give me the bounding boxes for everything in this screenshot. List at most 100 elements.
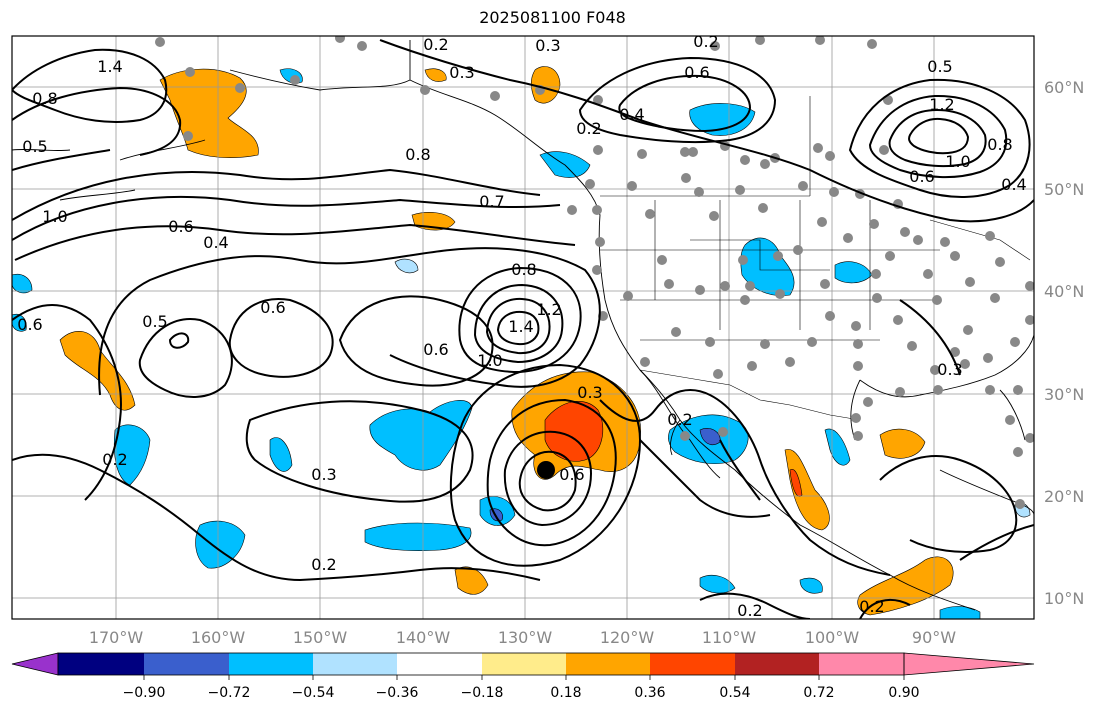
colorbar-segment [819, 653, 904, 675]
contour-label: 0.8 [987, 135, 1012, 154]
contour-label: 0.6 [684, 63, 709, 82]
station-markers [155, 36, 1034, 509]
colorbar-segment [144, 653, 229, 675]
contour-label: 0.2 [667, 410, 692, 429]
longitude-labels: 170°W 160°W 150°W 140°W 130°W 120°W 110°… [89, 628, 956, 647]
contour-label: 0.8 [405, 145, 430, 164]
colorbar-label: −0.54 [292, 685, 335, 701]
contour-labels: 0.2 0.3 0.2 1.4 0.8 0.5 0.3 0.6 0.4 0.2 … [17, 32, 1026, 620]
colorbar-label: −0.90 [123, 685, 166, 701]
lon-label: 140°W [396, 628, 451, 647]
lon-label: 150°W [293, 628, 348, 647]
lon-label: 110°W [702, 628, 757, 647]
colorbar-frame [57, 652, 905, 676]
colorbar-segment [229, 653, 313, 675]
contour-label: 0.2 [576, 119, 601, 138]
colorbar-extend-low [11, 652, 59, 676]
contour-label: 1.4 [97, 57, 122, 76]
storm-center-dot [537, 461, 555, 479]
colorbar-label: 0.36 [634, 685, 665, 701]
lat-label: 50°N [1044, 180, 1084, 199]
negative-anomaly-region [939, 606, 981, 619]
colorbar-extend-high [903, 652, 1035, 676]
contour-label: 0.2 [737, 601, 762, 620]
plot-frame [11, 35, 1035, 620]
contour-label: 0.4 [203, 233, 228, 252]
colorbar-segment [566, 653, 650, 675]
lat-label: 10°N [1044, 589, 1084, 608]
colorbar-segment [313, 653, 397, 675]
lat-label: 20°N [1044, 487, 1084, 506]
lon-label: 100°W [805, 628, 860, 647]
contour-label: 0.3 [311, 465, 336, 484]
contour-label: 0.8 [32, 89, 57, 108]
contour-label: 0.2 [693, 32, 718, 51]
contour-label: 1.0 [945, 152, 970, 171]
contour-label: 0.5 [927, 57, 952, 76]
contour-lines [12, 39, 1034, 619]
colorbar-segment [650, 653, 735, 675]
graticule [12, 36, 1034, 619]
negative-anomaly-region [689, 103, 756, 136]
positive-anomaly-region [784, 449, 830, 531]
lon-label: 170°W [89, 628, 144, 647]
contour-label: 0.3 [577, 383, 602, 402]
colorbar-segment [397, 653, 482, 675]
contour-label: 0.2 [423, 35, 448, 54]
colorbar-label: 0.72 [803, 685, 834, 701]
colorbar-segment [735, 653, 819, 675]
contour-label: 1.0 [42, 207, 67, 226]
contour-label: 0.2 [859, 597, 884, 616]
colorbar-label: −0.18 [461, 685, 504, 701]
positive-anomaly-region [879, 428, 926, 459]
colorbar-segment [482, 653, 566, 675]
contour-label: 1.2 [929, 95, 954, 114]
negative-anomaly-region [394, 258, 419, 274]
contour-label: 0.4 [1001, 175, 1026, 194]
colorbar-label: −0.36 [376, 685, 419, 701]
negative-anomaly-region [824, 428, 851, 466]
contour-label: 0.5 [142, 312, 167, 331]
contour-label: 0.5 [22, 137, 47, 156]
contour-label: 0.6 [17, 315, 42, 334]
contour-label: 0.2 [102, 450, 127, 469]
colorbar-segment [58, 653, 144, 675]
negative-anomaly-region [364, 522, 472, 552]
lon-label: 120°W [600, 628, 655, 647]
lon-label: 90°W [912, 628, 956, 647]
colorbar: −0.90 −0.72 −0.54 −0.36 −0.18 0.18 0.36 … [11, 652, 1035, 701]
positive-anomaly-region [59, 331, 136, 411]
negative-anomaly-region [12, 273, 33, 294]
positive-anomaly-region [454, 566, 489, 595]
positive-anomaly-region [424, 68, 447, 82]
colorbar-ticks [143, 675, 905, 680]
contour-label: 0.3 [535, 36, 560, 55]
negative-anomaly-region [699, 575, 736, 594]
lon-label: 160°W [191, 628, 246, 647]
negative-anomaly-region [269, 437, 293, 472]
contour-label: 0.2 [311, 555, 336, 574]
lat-label: 30°N [1044, 385, 1084, 404]
contour-label: 0.3 [449, 63, 474, 82]
contour-label: 1.4 [508, 317, 533, 336]
contour-label: 0.6 [909, 167, 934, 186]
colorbar-label: 0.18 [550, 685, 581, 701]
contour-label: 0.6 [260, 298, 285, 317]
positive-anomaly-region [789, 469, 803, 497]
contour-label: 0.7 [479, 192, 504, 211]
colorbar-label: 0.54 [719, 685, 750, 701]
contour-label: 0.4 [619, 105, 644, 124]
negative-anomaly-region [834, 261, 873, 284]
contour-label: 0.3 [937, 360, 962, 379]
lat-label: 60°N [1044, 78, 1084, 97]
contour-label: 0.8 [511, 260, 536, 279]
contour-label: 0.6 [168, 217, 193, 236]
contour-label: 1.0 [477, 351, 502, 370]
map-title: 2025081100 F048 [479, 8, 626, 27]
colorbar-label: 0.90 [888, 685, 919, 701]
latitude-labels: 60°N 50°N 40°N 30°N 20°N 10°N [1044, 78, 1084, 608]
contour-label: 0.6 [559, 465, 584, 484]
negative-anomaly-region [799, 577, 823, 594]
political-borders [600, 96, 1031, 421]
